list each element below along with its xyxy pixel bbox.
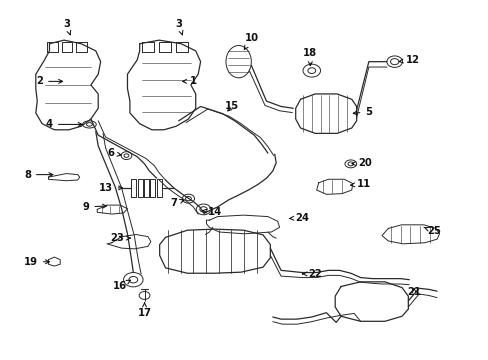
Text: 12: 12	[398, 55, 419, 65]
Text: 17: 17	[137, 303, 151, 318]
Text: 22: 22	[302, 269, 322, 279]
Text: 3: 3	[63, 19, 71, 35]
Text: 15: 15	[225, 102, 239, 112]
Text: 1: 1	[182, 76, 197, 86]
Text: 9: 9	[82, 202, 106, 212]
Text: 2: 2	[36, 76, 62, 86]
Text: 13: 13	[98, 183, 122, 193]
Text: 10: 10	[244, 33, 258, 49]
Text: 4: 4	[46, 120, 82, 129]
Text: 23: 23	[110, 233, 130, 243]
Text: 5: 5	[352, 107, 371, 117]
Text: 11: 11	[350, 179, 370, 189]
Text: 20: 20	[351, 158, 371, 168]
Text: 6: 6	[107, 148, 121, 158]
Text: 25: 25	[423, 226, 440, 236]
Text: 8: 8	[24, 170, 53, 180]
Text: 7: 7	[170, 198, 183, 208]
Text: 18: 18	[303, 48, 317, 66]
Text: 14: 14	[202, 207, 222, 217]
Text: 24: 24	[289, 213, 308, 222]
Text: 21: 21	[407, 287, 420, 297]
Text: 3: 3	[175, 19, 183, 35]
Text: 16: 16	[113, 280, 130, 291]
Text: 19: 19	[24, 257, 49, 267]
